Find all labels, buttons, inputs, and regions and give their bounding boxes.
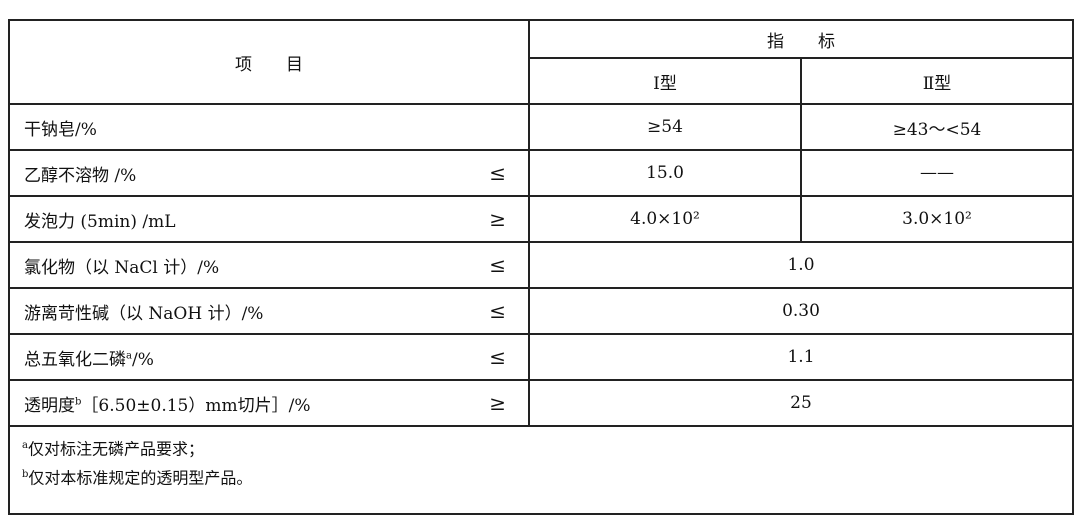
footnote-text: 仅对本标准规定的透明型产品。 <box>28 468 253 488</box>
row-name: 干钠皂/% <box>24 119 97 140</box>
footnote-mark: b <box>75 395 82 407</box>
row-value: 25 <box>528 379 1074 427</box>
footnote-mark: b <box>22 469 29 481</box>
row-name: 氯化物（以 NaCl 计）/% <box>24 257 220 278</box>
row-name: 总五氧化二磷 <box>24 349 126 370</box>
table-row: 氯化物（以 NaCl 计）/% ≤ 1.0 <box>8 241 1074 289</box>
footnote-text: 仅对标注无磷产品要求； <box>27 439 204 459</box>
row-name: 游离苛性碱（以 NaOH 计）/% <box>24 303 264 324</box>
table-row: 发泡力 (5min) /mL ≥ 4.0×10² 3.0×10² <box>8 195 1074 243</box>
footnotes: a仅对标注无磷产品要求； b仅对本标准规定的透明型产品。 <box>8 425 1074 515</box>
specification-table: 项 目 指 标 Ⅰ型 Ⅱ型 干钠皂/% ≥54 ≥43～<54 乙醇不溶物 /%… <box>8 19 1074 515</box>
row-sign: ≥ <box>489 206 506 231</box>
row-value: 1.0 <box>528 241 1074 289</box>
row-sign: ≥ <box>489 390 506 415</box>
table-row: 总五氧化二磷a/% ≤ 1.1 <box>8 333 1074 381</box>
table-row: 游离苛性碱（以 NaOH 计）/% ≤ 0.30 <box>8 287 1074 335</box>
header-type2: Ⅱ型 <box>800 57 1074 105</box>
row-value: 0.30 <box>528 287 1074 335</box>
row-type1: 15.0 <box>528 149 802 197</box>
row-name: 发泡力 (5min) /mL <box>24 211 176 232</box>
table-row: 干钠皂/% ≥54 ≥43～<54 <box>8 103 1074 151</box>
row-name: 透明度 <box>24 395 75 416</box>
row-type1: 4.0×10² <box>528 195 802 243</box>
footnote-mark: a <box>22 440 28 451</box>
row-type1: ≥54 <box>528 103 802 151</box>
table-row: 透明度b［6.50±0.15）mm切片］/% ≥ 25 <box>8 379 1074 427</box>
footnote-b: b仅对本标准规定的透明型产品。 <box>22 462 1060 491</box>
header-type1: Ⅰ型 <box>528 57 802 105</box>
row-sign: ≤ <box>489 344 506 369</box>
row-type2: 3.0×10² <box>800 195 1074 243</box>
table-row: 乙醇不溶物 /% ≤ 15.0 —— <box>8 149 1074 197</box>
row-sign: ≤ <box>489 252 506 277</box>
row-sign: ≤ <box>489 298 506 323</box>
row-type2: —— <box>800 149 1074 197</box>
footnote-a: a仅对标注无磷产品要求； <box>22 433 1060 462</box>
footnote-mark: a <box>126 349 132 361</box>
row-name: 乙醇不溶物 /% <box>24 165 137 186</box>
row-suffix: /% <box>131 349 154 370</box>
row-suffix: ［6.50±0.15）mm切片］/% <box>81 395 311 416</box>
row-type2: ≥43～<54 <box>800 103 1074 151</box>
row-value: 1.1 <box>528 333 1074 381</box>
header-item: 项 目 <box>8 19 530 105</box>
row-sign: ≤ <box>489 160 506 185</box>
header-index: 指 标 <box>528 19 1074 59</box>
